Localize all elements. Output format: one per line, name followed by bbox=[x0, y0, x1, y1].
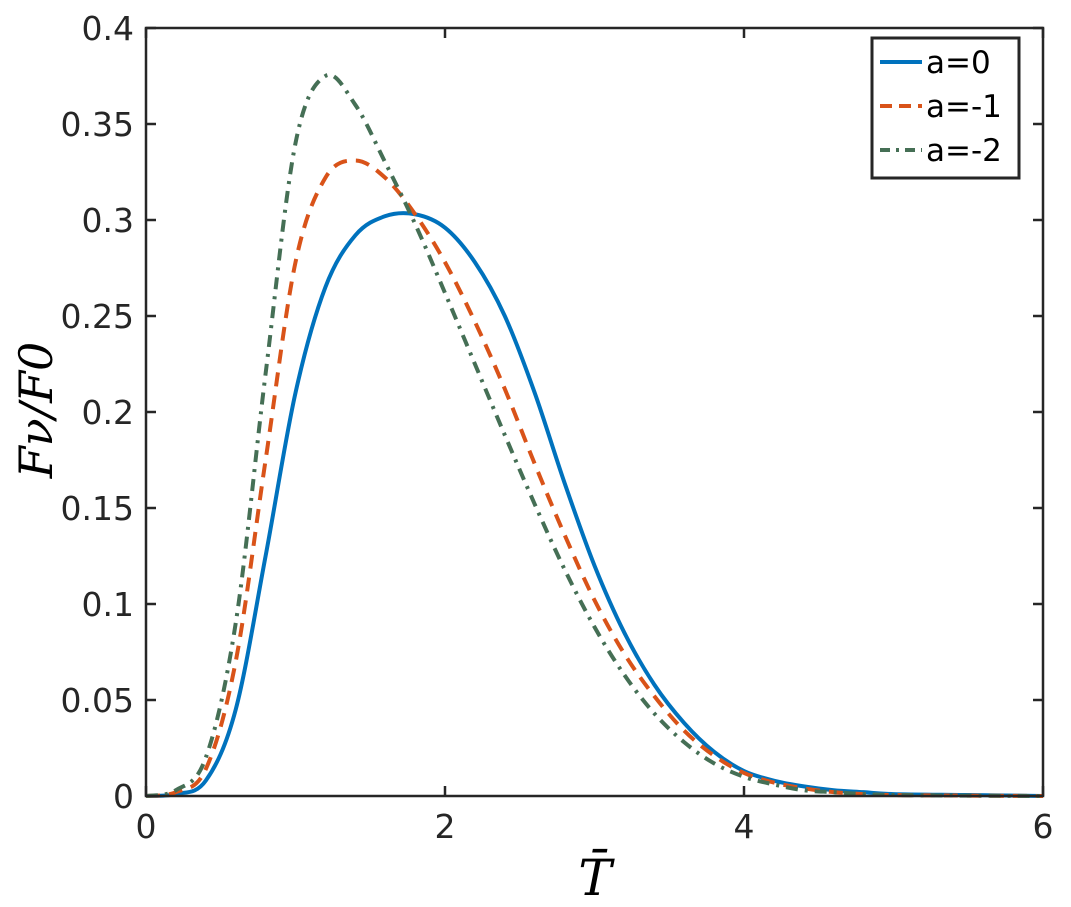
y-tick-label: 0.35 bbox=[61, 105, 134, 144]
x-tick-label: 4 bbox=[734, 807, 755, 846]
series-line-3 bbox=[145, 72, 1044, 798]
y-axis-title: Fν/F0 bbox=[9, 342, 63, 480]
series-line-1 bbox=[145, 211, 1044, 798]
x-tick-label: 2 bbox=[435, 807, 456, 846]
legend-label-1: a=0 bbox=[926, 45, 991, 81]
series-line-2 bbox=[145, 158, 1044, 798]
y-tick-label: 0.4 bbox=[82, 9, 134, 48]
series-layer bbox=[145, 72, 1044, 798]
tick-labels: 0 2 4 6 0 0.05 0.1 0.15 0.2 0.25 0.3 0.35 0.4 bbox=[61, 9, 1054, 846]
y-tick-label: 0.1 bbox=[82, 585, 134, 624]
y-tick-label: 0.05 bbox=[61, 681, 134, 720]
y-tick-label: 0.3 bbox=[82, 201, 134, 240]
y-tick-label: 0 bbox=[113, 777, 134, 816]
x-axis-title: T̄ bbox=[578, 848, 615, 907]
y-tick-label: 0.25 bbox=[61, 297, 134, 336]
legend: a=0 a=-1 a=-2 bbox=[870, 36, 1021, 180]
legend-label-2: a=-1 bbox=[926, 89, 1002, 125]
x-tick-label: 6 bbox=[1033, 807, 1054, 846]
plot-frame bbox=[144, 26, 1045, 798]
x-tick-label: 0 bbox=[136, 807, 157, 846]
legend-label-3: a=-2 bbox=[926, 133, 1002, 169]
y-tick-label: 0.15 bbox=[61, 489, 134, 528]
y-tick-label: 0.2 bbox=[82, 393, 134, 432]
